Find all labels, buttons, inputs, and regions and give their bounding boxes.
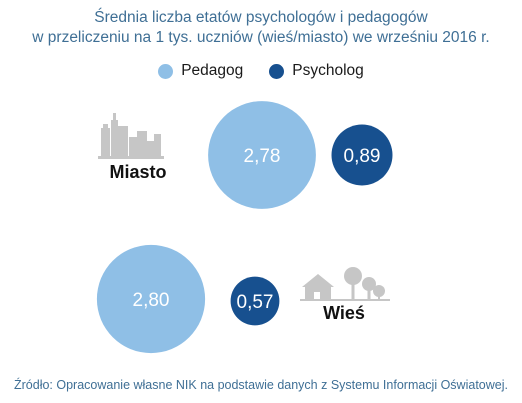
chart-title: Średnia liczba etatów psychologów i peda… [0,8,522,48]
bubble-value-psycholog-miasto: 0,89 [344,146,381,167]
title-line-2: w przeliczeniu na 1 tys. uczniów (wieś/m… [32,29,490,46]
legend-dot-pedagog-icon [158,63,174,79]
bubble-psycholog-miasto [331,124,393,186]
legend-label-psycholog: Psycholog [292,62,364,79]
legend-label-pedagog: Pedagog [181,62,244,79]
bubbles: 2,78 2,80 0,89 0,57 [96,101,393,354]
bubble-value-pedagog-wies: 2,80 [133,290,170,311]
legend-item-pedagog: Pedagog [158,62,243,80]
city-skyline-icon [98,113,164,159]
title-line-1: Średnia liczba etatów psychologów i peda… [94,9,428,26]
village-icon [300,267,390,301]
source-note: Źródło: Opracowanie własne NIK na podsta… [14,378,508,392]
group-label-miasto: Miasto [109,162,166,182]
group-label-wies: Wieś [323,303,365,323]
legend: Pedagog Psycholog [0,62,522,80]
bubble-pedagog-miasto [208,101,316,209]
legend-dot-psycholog-icon [269,63,285,79]
bubble-value-pedagog-miasto: 2,78 [244,146,281,167]
bubble-psycholog-wies [230,276,280,326]
bubble-value-psycholog-wies: 0,57 [237,292,274,313]
legend-item-psycholog: Psycholog [269,62,364,80]
bubble-pedagog-wies [96,244,206,354]
